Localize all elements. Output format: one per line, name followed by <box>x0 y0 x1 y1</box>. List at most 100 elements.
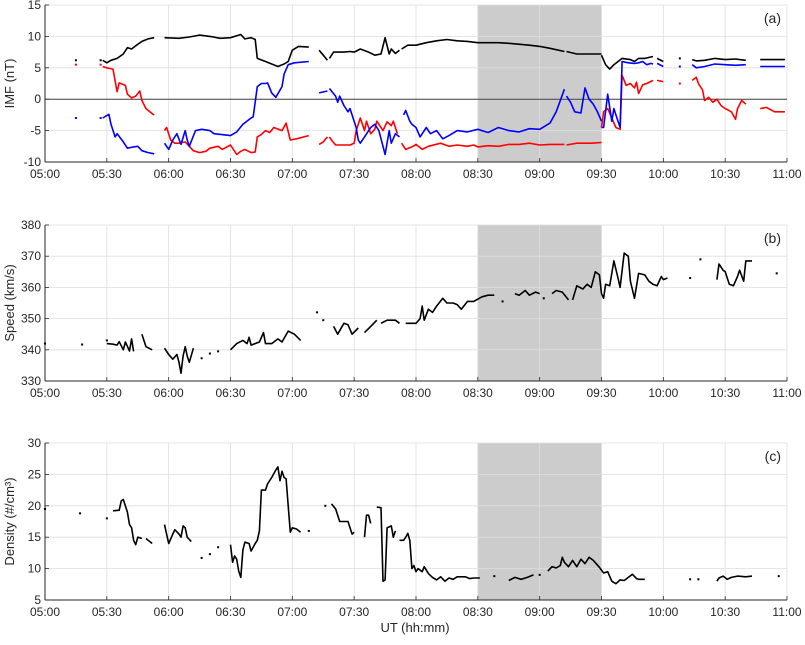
series-line-segment <box>106 338 135 352</box>
panel-a: 05:00 05:30 06:00 06:30 07:00 07:30 08:00 08:30… <box>2 0 802 181</box>
series-line-segment <box>716 575 753 582</box>
x-tick-label: 10:30 <box>710 386 740 400</box>
x-tick-label: 08:00 <box>401 386 431 400</box>
series-line-segment <box>600 54 654 70</box>
x-tick-label: 10:00 <box>648 605 678 619</box>
data-point <box>105 339 108 342</box>
x-tick-label: 07:30 <box>339 167 369 181</box>
x-tick-label: 09:00 <box>525 167 555 181</box>
series-line-segment <box>508 574 534 582</box>
x-tick-label: 05:00 <box>30 167 60 181</box>
data-point <box>99 117 102 120</box>
series-line-segment <box>145 537 153 545</box>
data-point <box>678 65 681 68</box>
data-point <box>74 63 77 66</box>
data-point <box>99 63 102 66</box>
series-line-segment <box>102 36 155 64</box>
y-tick-label: 15 <box>28 530 42 544</box>
series-line-segment <box>164 33 309 68</box>
series-line-segment <box>112 498 143 546</box>
data-point <box>501 300 504 303</box>
y-tick-label: 15 <box>28 0 42 12</box>
data-point <box>81 343 84 346</box>
x-tick-label: 08:00 <box>401 605 431 619</box>
series-line-segment <box>405 294 495 325</box>
series-line-segment <box>402 88 566 140</box>
x-tick-label: 06:30 <box>215 386 245 400</box>
x-tick-label: 08:30 <box>463 386 493 400</box>
data-point <box>217 546 220 549</box>
data-point <box>689 578 692 581</box>
y-tick-label: 330 <box>21 374 41 388</box>
x-tick-label: 11:00 <box>772 605 801 619</box>
y-tick-label: 5 <box>34 61 41 75</box>
x-tick-label: 08:30 <box>463 605 493 619</box>
x-tick-label: 05:30 <box>92 386 122 400</box>
panel-label: (a) <box>764 10 781 26</box>
series-1 <box>74 63 785 156</box>
panel-c: 05:00 05:30 06:00 06:30 07:00 07:30 08:00 08:30… <box>2 436 802 619</box>
x-tick-label: 08:30 <box>463 167 493 181</box>
x-tick-label: 06:00 <box>154 386 184 400</box>
x-tick-label: 10:00 <box>648 386 678 400</box>
x-axis-label: UT (hh:mm) <box>380 620 450 635</box>
series-line-segment <box>380 319 400 325</box>
x-tick-label: 06:30 <box>215 605 245 619</box>
data-point <box>79 512 82 515</box>
series-line-segment <box>656 79 664 83</box>
x-tick-label: 08:00 <box>401 167 431 181</box>
data-point <box>99 59 102 62</box>
x-tick-label: 05:00 <box>30 605 60 619</box>
x-tick-label: 10:30 <box>710 167 740 181</box>
y-tick-label: 360 <box>21 280 41 294</box>
data-point <box>775 272 778 275</box>
x-tick-label: 07:30 <box>339 386 369 400</box>
data-point <box>44 342 46 345</box>
series-line-segment <box>656 57 664 63</box>
data-point <box>316 311 319 314</box>
data-point <box>200 556 203 559</box>
data-point <box>105 517 108 520</box>
series-line-segment <box>716 260 752 287</box>
y-axis-label: IMF (nT) <box>2 59 17 109</box>
data-point <box>542 297 545 300</box>
data-point <box>322 319 325 322</box>
x-tick-label: 09:30 <box>586 605 616 619</box>
series-line-segment <box>163 524 192 545</box>
x-tick-label: 07:00 <box>277 167 307 181</box>
x-tick-label: 05:00 <box>30 386 60 400</box>
panel-label: (c) <box>765 448 781 464</box>
series-line-segment <box>401 38 565 53</box>
y-tick-label: 30 <box>28 436 42 450</box>
y-tick-label: 5 <box>34 593 41 607</box>
series-line-segment <box>328 117 399 146</box>
series-line-segment <box>691 76 747 121</box>
data-point <box>324 504 327 507</box>
series-line-segment <box>547 556 645 585</box>
x-tick-label: 05:30 <box>92 605 122 619</box>
data-point <box>538 573 541 576</box>
y-tick-label: 350 <box>21 312 41 326</box>
x-tick-label: 07:30 <box>339 605 369 619</box>
series-line-segment <box>571 252 668 301</box>
x-tick-label: 05:30 <box>92 167 122 181</box>
data-point <box>678 57 681 60</box>
series-line-segment <box>566 141 602 146</box>
data-point <box>307 529 310 532</box>
series-line-segment <box>400 142 565 151</box>
series-line-segment <box>318 49 329 61</box>
series-line-segment <box>600 74 654 131</box>
data-point <box>777 575 780 578</box>
data-point <box>44 507 46 510</box>
y-axis-label: Density (#/cm³) <box>2 477 17 565</box>
y-tick-label: 0 <box>34 92 41 106</box>
series-line-segment <box>229 466 302 579</box>
y-tick-label: 370 <box>21 249 41 263</box>
data-point <box>74 117 77 120</box>
x-tick-label: 06:00 <box>154 167 184 181</box>
series-line-segment <box>376 506 397 583</box>
data-point <box>689 277 692 280</box>
series-line-segment <box>163 345 195 375</box>
x-tick-label: 10:30 <box>710 605 740 619</box>
